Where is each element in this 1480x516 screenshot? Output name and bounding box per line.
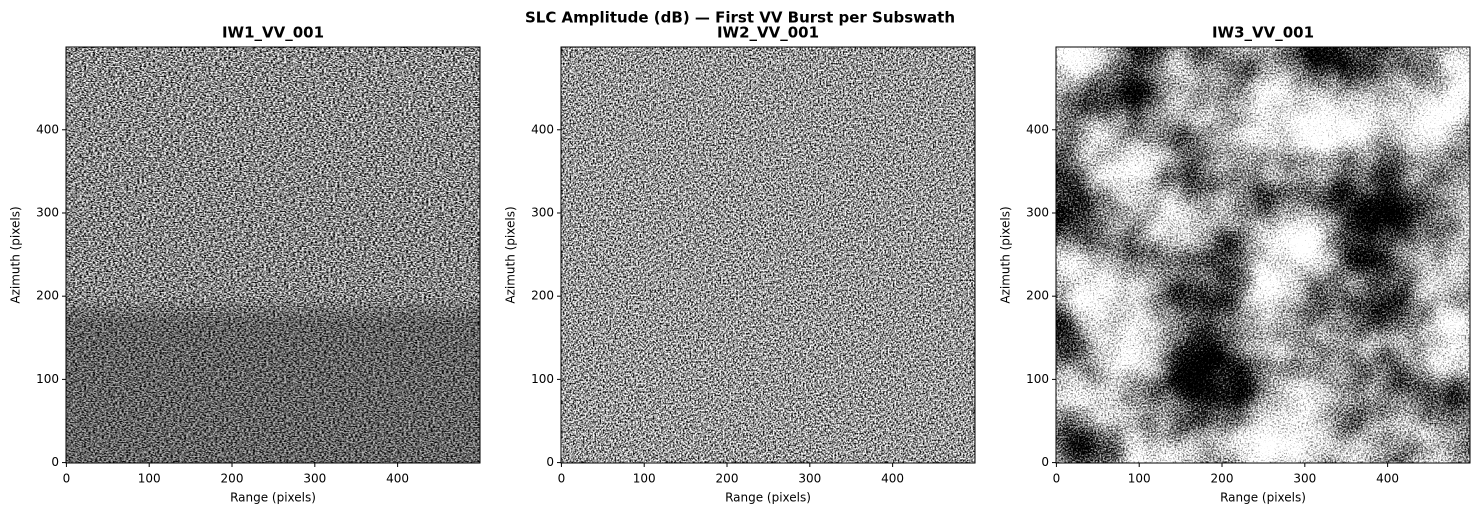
x-tick-label: 400 [1376, 472, 1399, 486]
axes-title: IW3_VV_001 [1212, 24, 1314, 42]
image [561, 47, 975, 463]
axes-frame [65, 46, 481, 464]
x-axis-label: Range (pixels) [725, 491, 811, 505]
y-tick-label: 0 [51, 455, 59, 469]
x-tick-label: 300 [303, 472, 326, 486]
x-tick-label: 300 [798, 472, 821, 486]
x-tick-label: 0 [1053, 472, 1061, 486]
y-axis-label: Azimuth (pixels) [9, 206, 23, 303]
y-axis-label: Azimuth (pixels) [504, 206, 518, 303]
y-tick-label: 400 [531, 122, 554, 136]
y-tick-label: 100 [531, 372, 554, 386]
y-tick-label: 0 [1041, 455, 1049, 469]
y-tick-label: 300 [1026, 205, 1049, 219]
y-tick-label: 200 [36, 289, 59, 303]
y-tick-label: 0 [546, 455, 554, 469]
y-tick-label: 400 [36, 122, 59, 136]
y-tick-label: 400 [1026, 122, 1049, 136]
x-tick-label: 200 [1211, 472, 1234, 486]
figure-title: SLC Amplitude (dB) — First VV Burst per … [525, 9, 955, 27]
y-tick-label: 100 [1026, 372, 1049, 386]
x-tick-label: 200 [221, 472, 244, 486]
axes-frame [1055, 46, 1471, 464]
x-tick-label: 200 [716, 472, 739, 486]
y-tick-label: 300 [36, 205, 59, 219]
axes-title: IW1_VV_001 [222, 24, 324, 42]
y-tick-label: 200 [1026, 289, 1049, 303]
x-tick-label: 0 [558, 472, 566, 486]
y-tick-label: 200 [531, 289, 554, 303]
x-tick-label: 0 [63, 472, 71, 486]
axes-title: IW2_VV_001 [717, 24, 819, 42]
x-axis-label: Range (pixels) [1220, 491, 1306, 505]
y-tick-label: 100 [36, 372, 59, 386]
image-shade [66, 47, 480, 463]
x-tick-label: 100 [1128, 472, 1151, 486]
x-axis-label: Range (pixels) [230, 491, 316, 505]
axes-frame [560, 46, 976, 464]
x-tick-label: 400 [386, 472, 409, 486]
y-axis-label: Azimuth (pixels) [999, 206, 1013, 303]
x-tick-label: 100 [138, 472, 161, 486]
y-tick-label: 300 [531, 205, 554, 219]
image [1056, 47, 1470, 463]
x-tick-label: 100 [633, 472, 656, 486]
x-tick-label: 300 [1293, 472, 1316, 486]
x-tick-label: 400 [881, 472, 904, 486]
